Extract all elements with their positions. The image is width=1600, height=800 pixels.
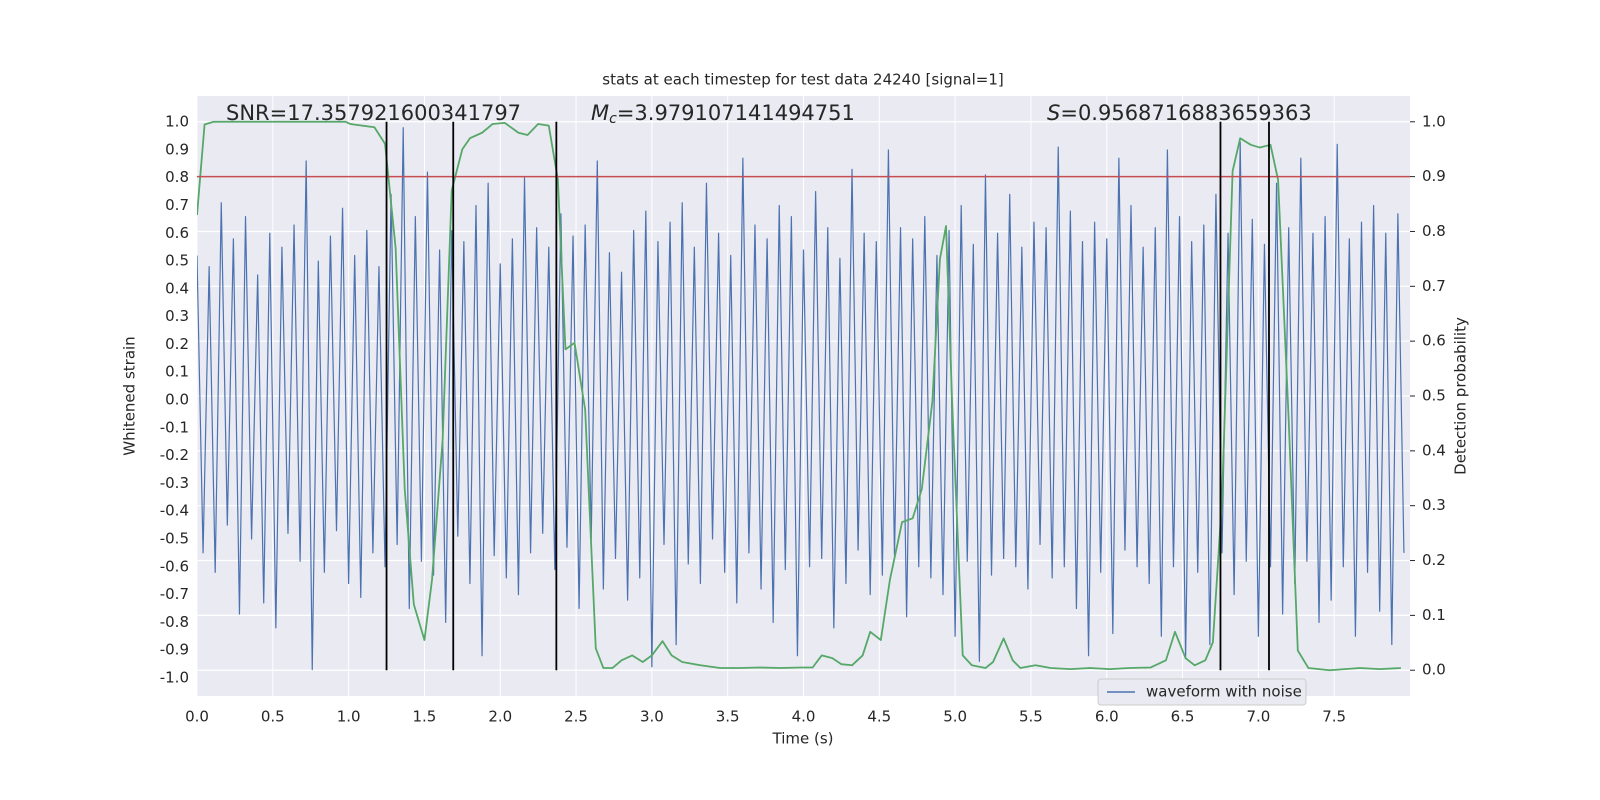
chart-title: stats at each timestep for test data 242…	[602, 71, 1003, 89]
y-tick-label: -0.7	[160, 585, 189, 603]
y2-tick-label: 0.7	[1422, 277, 1446, 295]
y2-tick-label: 0.8	[1422, 222, 1446, 240]
y-tick-label: -0.9	[160, 641, 189, 659]
annotation-symbol: S	[1047, 101, 1060, 125]
y-tick-label: 0.5	[165, 252, 189, 270]
annotation-symbol: M	[591, 101, 609, 125]
x-tick-label: 1.0	[337, 708, 361, 726]
x-tick-label: 2.0	[488, 708, 512, 726]
y-tick-label: -0.6	[160, 557, 189, 575]
y-tick-label: -0.4	[160, 502, 189, 520]
y-tick-label: 0.1	[165, 363, 189, 381]
y2-tick-label: 0.1	[1422, 606, 1446, 624]
y2-tick-label: 0.0	[1422, 661, 1446, 679]
x-tick-label: 5.5	[1019, 708, 1043, 726]
annotation: S=0.9568716883659363	[1047, 101, 1312, 125]
x-tick-label: 7.0	[1246, 708, 1270, 726]
y2-axis-label: Detection probability	[1452, 317, 1470, 475]
y-tick-label: -0.1	[160, 418, 189, 436]
annotation-subscript: c	[609, 111, 617, 127]
x-tick-label: 5.0	[943, 708, 967, 726]
y-tick-label: -0.2	[160, 446, 189, 464]
annotation-text: =0.9568716883659363	[1060, 101, 1311, 125]
x-tick-label: 4.0	[792, 708, 816, 726]
x-tick-label: 6.0	[1095, 708, 1119, 726]
x-tick-label: 3.5	[716, 708, 740, 726]
y-tick-label: 0.7	[165, 196, 189, 214]
y-tick-label: 0.3	[165, 307, 189, 325]
series-line	[197, 120, 1401, 672]
x-tick-label: 7.5	[1322, 708, 1346, 726]
y-tick-label: 1.0	[165, 113, 189, 131]
x-tick-label: 1.5	[413, 708, 437, 726]
y-tick-label: -0.5	[160, 529, 189, 547]
y2-tick-label: 0.9	[1422, 167, 1446, 185]
y2-tick-label: 1.0	[1422, 112, 1446, 130]
y-tick-label: 0.0	[165, 391, 189, 409]
y2-tick-label: 0.5	[1422, 387, 1446, 405]
annotation-text: =3.979107141494751	[617, 101, 855, 125]
x-axis-label: Time (s)	[772, 730, 834, 748]
y-tick-label: -0.8	[160, 613, 189, 631]
y-tick-label: 0.2	[165, 335, 189, 353]
y-tick-label: -0.3	[160, 474, 189, 492]
y2-tick-label: 0.3	[1422, 496, 1446, 514]
x-tick-label: 4.5	[867, 708, 891, 726]
y2-tick-label: 0.6	[1422, 332, 1446, 350]
legend-label: waveform with noise	[1146, 683, 1302, 701]
x-tick-label: 2.5	[564, 708, 588, 726]
y-axis-label: Whitened strain	[121, 336, 139, 455]
annotation: Mc=3.979107141494751	[591, 101, 855, 127]
y2-tick-label: 0.4	[1422, 441, 1446, 459]
y-tick-label: 0.4	[165, 279, 189, 297]
y2-tick-label: 0.2	[1422, 551, 1446, 569]
y-tick-label: 0.9	[165, 140, 189, 158]
x-tick-label: 0.0	[185, 708, 209, 726]
annotation: SNR=17.357921600341797	[226, 101, 521, 125]
x-tick-label: 6.5	[1171, 708, 1195, 726]
y-tick-label: -1.0	[160, 668, 189, 686]
annotation-text: SNR=17.357921600341797	[226, 101, 521, 125]
y-tick-label: 0.6	[165, 224, 189, 242]
x-tick-label: 3.0	[640, 708, 664, 726]
y-tick-label: 0.8	[165, 168, 189, 186]
series-line	[197, 127, 1405, 671]
legend-box	[1097, 678, 1307, 706]
x-tick-label: 0.5	[261, 708, 285, 726]
